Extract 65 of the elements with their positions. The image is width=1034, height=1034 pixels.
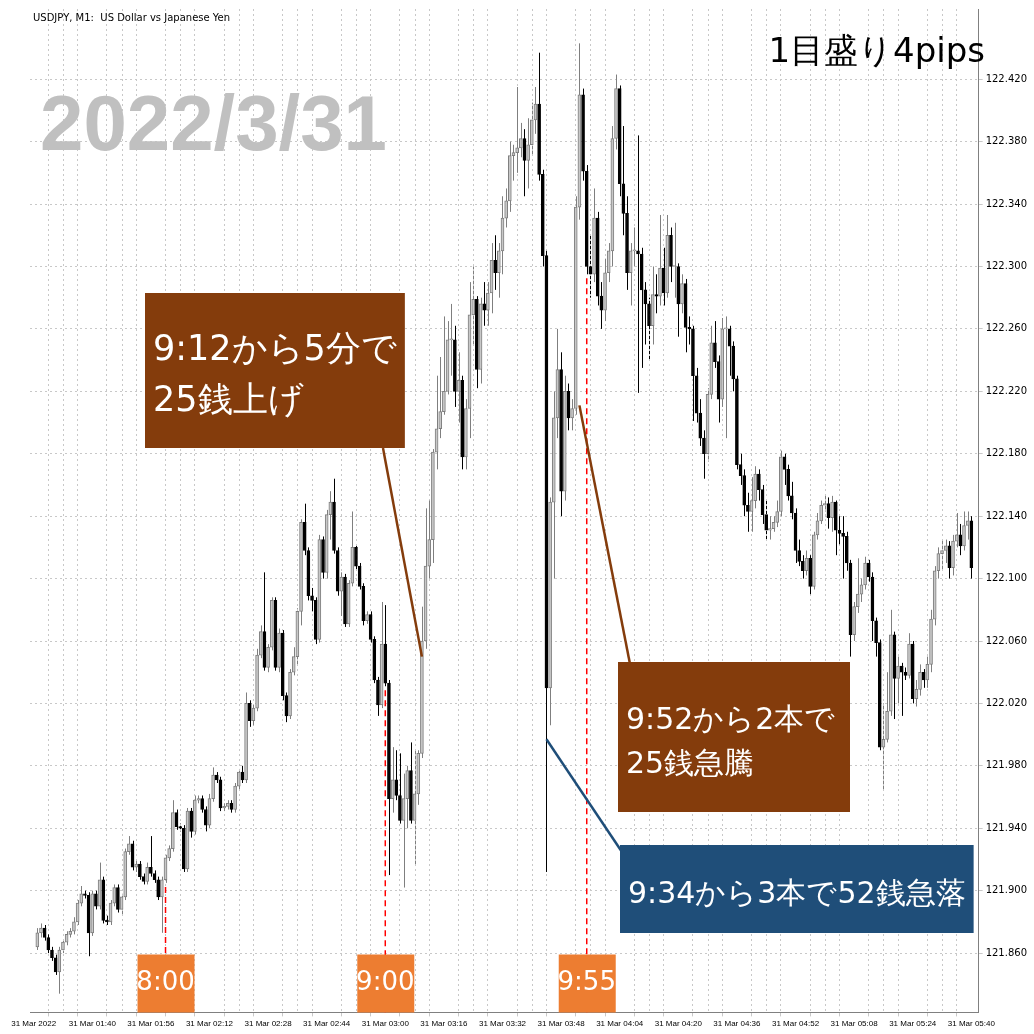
candlestick xyxy=(116,883,120,914)
x-tick-label: 31 Mar 04:52 xyxy=(771,1019,820,1029)
candlestick xyxy=(493,234,497,291)
annotation: 9:12から5分で 25銭上げ xyxy=(153,328,397,419)
annotation: 2022/3/31 xyxy=(40,79,388,167)
candlestick xyxy=(746,492,750,533)
candlestick xyxy=(394,749,399,801)
x-tick-label: 31 Mar 05:24 xyxy=(889,1019,937,1029)
y-tick-label: 121.860 xyxy=(985,946,1028,958)
x-tick-label: 31 Mar 01:40 xyxy=(68,1019,117,1029)
candlestick xyxy=(647,297,651,361)
candlestick xyxy=(189,807,193,839)
x-tick-label: 31 Mar 02:44 xyxy=(303,1019,351,1029)
annotation: 9:52から2本で 25銭急騰 xyxy=(626,701,836,780)
y-tick-label: 121.980 xyxy=(985,759,1028,771)
annotation: 1目盛り4pips xyxy=(768,30,985,70)
y-tick-label: 122.340 xyxy=(985,197,1028,209)
candlestick xyxy=(830,495,834,533)
x-tick-label: 31 Mar 2022 xyxy=(11,1019,57,1029)
x-tick-label: 31 Mar 03:32 xyxy=(478,1019,527,1029)
candlestick xyxy=(35,927,40,951)
candlestick xyxy=(398,752,402,825)
y-tick-label: 122.140 xyxy=(985,509,1028,521)
candlestick xyxy=(702,429,706,480)
chart-title: USDJPY, M1: US Dollar vs Japanese Yen xyxy=(33,11,231,23)
x-tick-label: 31 Mar 02:12 xyxy=(185,1019,234,1029)
candlestick xyxy=(211,766,215,803)
candlestick xyxy=(628,242,633,306)
ref-line-label: 9:55 xyxy=(557,966,616,997)
candlestick xyxy=(680,273,684,314)
y-tick-label: 121.940 xyxy=(985,821,1028,833)
x-tick-label: 31 Mar 04:20 xyxy=(654,1019,703,1029)
x-tick-label: 31 Mar 03:16 xyxy=(420,1019,469,1029)
x-tick-label: 31 Mar 05:08 xyxy=(830,1019,879,1029)
candlestick xyxy=(654,273,659,314)
y-tick-label: 122.380 xyxy=(985,135,1028,147)
y-tick-label: 121.900 xyxy=(985,884,1028,896)
y-tick-label: 122.020 xyxy=(985,697,1028,709)
y-tick-label: 122.260 xyxy=(985,322,1028,334)
candlestick xyxy=(918,663,922,697)
candlestick xyxy=(149,835,153,878)
x-tick-label: 31 Mar 02:28 xyxy=(244,1019,293,1029)
ref-line-label: 9:00 xyxy=(356,966,415,997)
y-tick-label: 122.100 xyxy=(985,572,1028,584)
annotation: 9:34から3本で52銭急落 xyxy=(628,874,966,910)
y-tick-label: 122.180 xyxy=(985,447,1028,459)
candlestick xyxy=(841,515,845,580)
y-tick-label: 122.420 xyxy=(985,72,1028,84)
ref-line-label: 8:00 xyxy=(136,966,195,997)
x-tick-label: 31 Mar 03:48 xyxy=(537,1019,586,1029)
x-tick-label: 31 Mar 01:56 xyxy=(127,1019,175,1029)
candlestick xyxy=(376,676,380,717)
candlestick xyxy=(921,668,926,689)
candlestick xyxy=(863,556,867,591)
x-tick-label: 31 Mar 03:00 xyxy=(361,1019,410,1029)
candlestick xyxy=(127,835,131,856)
x-tick-label: 31 Mar 04:36 xyxy=(713,1019,762,1029)
candlestick xyxy=(94,890,98,910)
x-tick-label: 31 Mar 04:04 xyxy=(596,1019,644,1029)
x-tick-label: 31 Mar 05:40 xyxy=(947,1019,996,1029)
candlestick xyxy=(819,500,823,525)
y-tick-label: 122.300 xyxy=(985,260,1028,272)
y-tick-label: 122.060 xyxy=(985,634,1028,646)
y-tick-label: 122.220 xyxy=(985,384,1028,396)
candlestick xyxy=(801,554,805,580)
